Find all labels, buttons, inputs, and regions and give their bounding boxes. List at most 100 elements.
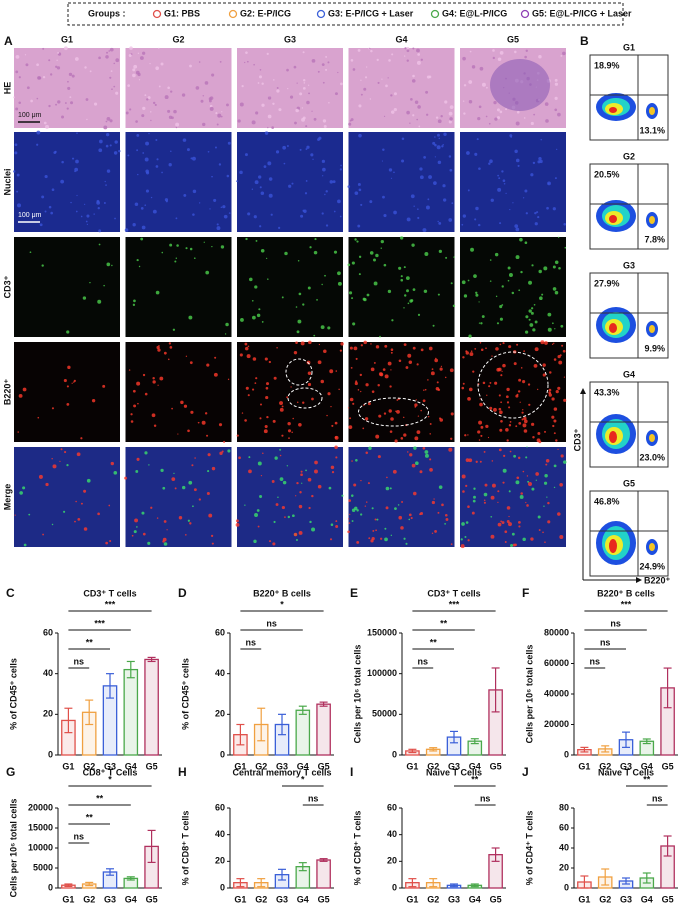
micrograph-speck [216,223,219,226]
micrograph-speck [311,58,316,63]
micrograph-speck [115,58,120,63]
micrograph-speck [412,346,416,350]
micrograph-speck [272,542,276,546]
x-tick-label: G1 [62,894,74,904]
micrograph-speck [183,404,188,408]
micrograph-speck [161,171,163,174]
micrograph-speck [366,293,370,297]
micrograph-speck [506,387,510,392]
micrograph-speck [544,341,548,345]
micrograph-speck [74,57,79,61]
x-tick-label: G5 [318,761,330,771]
micrograph-speck [353,346,358,351]
micrograph-speck [351,297,354,300]
micrograph-speck [557,386,561,390]
micrograph-speck [543,481,548,485]
micrograph-speck [189,361,193,365]
micrograph-speck [73,381,75,383]
micrograph-speck [255,377,258,380]
micrograph-speck [520,492,523,495]
micrograph-speck [55,103,58,106]
micrograph-speck [377,384,380,387]
micrograph-speck [358,188,362,192]
micrograph-speck [221,450,224,453]
y-tick-label: 60000 [544,658,569,668]
micrograph-speck [76,452,81,457]
micrograph-speck [352,402,355,405]
micrograph-speck [348,425,353,430]
micrograph-speck [222,205,226,209]
micrograph-speck [499,305,503,309]
micrograph-speck [557,512,561,516]
micrograph-speck [557,448,559,451]
x-tick-label: G5 [662,761,674,771]
row-label: CD3⁺ [2,275,12,298]
micrograph-speck [525,212,528,215]
micrograph-speck [501,370,503,372]
micrograph-speck [45,482,49,487]
micrograph-speck [218,163,222,166]
micrograph-speck [268,540,272,543]
y-axis-label: % of CD8⁺ T cells [180,811,190,886]
micrograph-speck [524,241,528,245]
micrograph-speck [553,464,557,468]
micrograph-speck [106,116,111,121]
micrograph-speck [554,78,558,82]
micrograph-speck [434,358,439,363]
micrograph-speck [204,412,208,415]
y-tick-label: 40 [43,668,53,678]
micrograph-speck [503,454,506,457]
significance-label: ** [86,812,94,822]
micrograph-speck [97,299,102,304]
micrograph-speck [385,506,389,510]
micrograph-speck [109,144,112,147]
micrograph-speck [291,431,293,434]
micrograph-speck [209,208,211,210]
micrograph-speck [471,511,475,515]
micrograph-speck [149,63,151,65]
micrograph-speck [519,495,524,499]
micrograph-speck [192,189,197,194]
micrograph-speck [472,370,475,373]
micrograph-speck [289,95,294,99]
micrograph-speck [490,515,493,518]
micrograph-speck [174,260,177,263]
micrograph-speck [444,100,448,104]
micrograph-speck [369,98,372,100]
b-cell-region [285,358,313,386]
micrograph-speck [416,363,419,366]
micrograph-speck [337,199,341,204]
micrograph-speck [162,537,167,542]
plot-label: G1 [623,42,635,52]
legend-marker [316,9,326,19]
micrograph-speck [489,406,493,410]
micrograph-speck [157,384,159,386]
micrograph-speck [537,431,541,435]
micrograph-speck [225,322,229,327]
micrograph-speck [414,436,419,441]
micrograph-speck [373,258,376,262]
micrograph-speck [178,516,183,520]
significance-label: ** [471,774,479,784]
micrograph-speck [98,229,102,233]
x-tick-label: G4 [125,894,137,904]
significance-label: * [301,774,305,784]
micrograph-speck [535,472,539,476]
panel-letter: F [522,586,529,600]
micrograph-speck [132,303,136,307]
micrograph-speck [103,284,105,287]
micrograph-speck [351,460,353,462]
micrograph-speck [348,122,352,126]
micrograph-speck [187,429,190,433]
micrograph-speck [430,371,435,376]
micrograph-speck [531,422,535,426]
micrograph-speck [339,349,343,352]
micrograph-speck [257,82,260,84]
micrograph-speck [445,256,448,259]
micrograph-speck [259,495,263,499]
significance-label: ** [96,793,104,803]
micrograph-speck [198,498,202,501]
micrograph-speck [325,55,328,58]
micrograph-speck [171,407,173,410]
micrograph-speck [403,307,405,309]
